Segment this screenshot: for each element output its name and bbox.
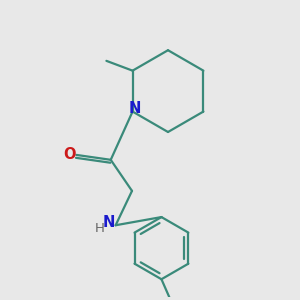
Text: O: O <box>64 147 76 162</box>
Text: N: N <box>129 101 141 116</box>
Text: H: H <box>94 222 104 235</box>
Text: N: N <box>103 215 115 230</box>
